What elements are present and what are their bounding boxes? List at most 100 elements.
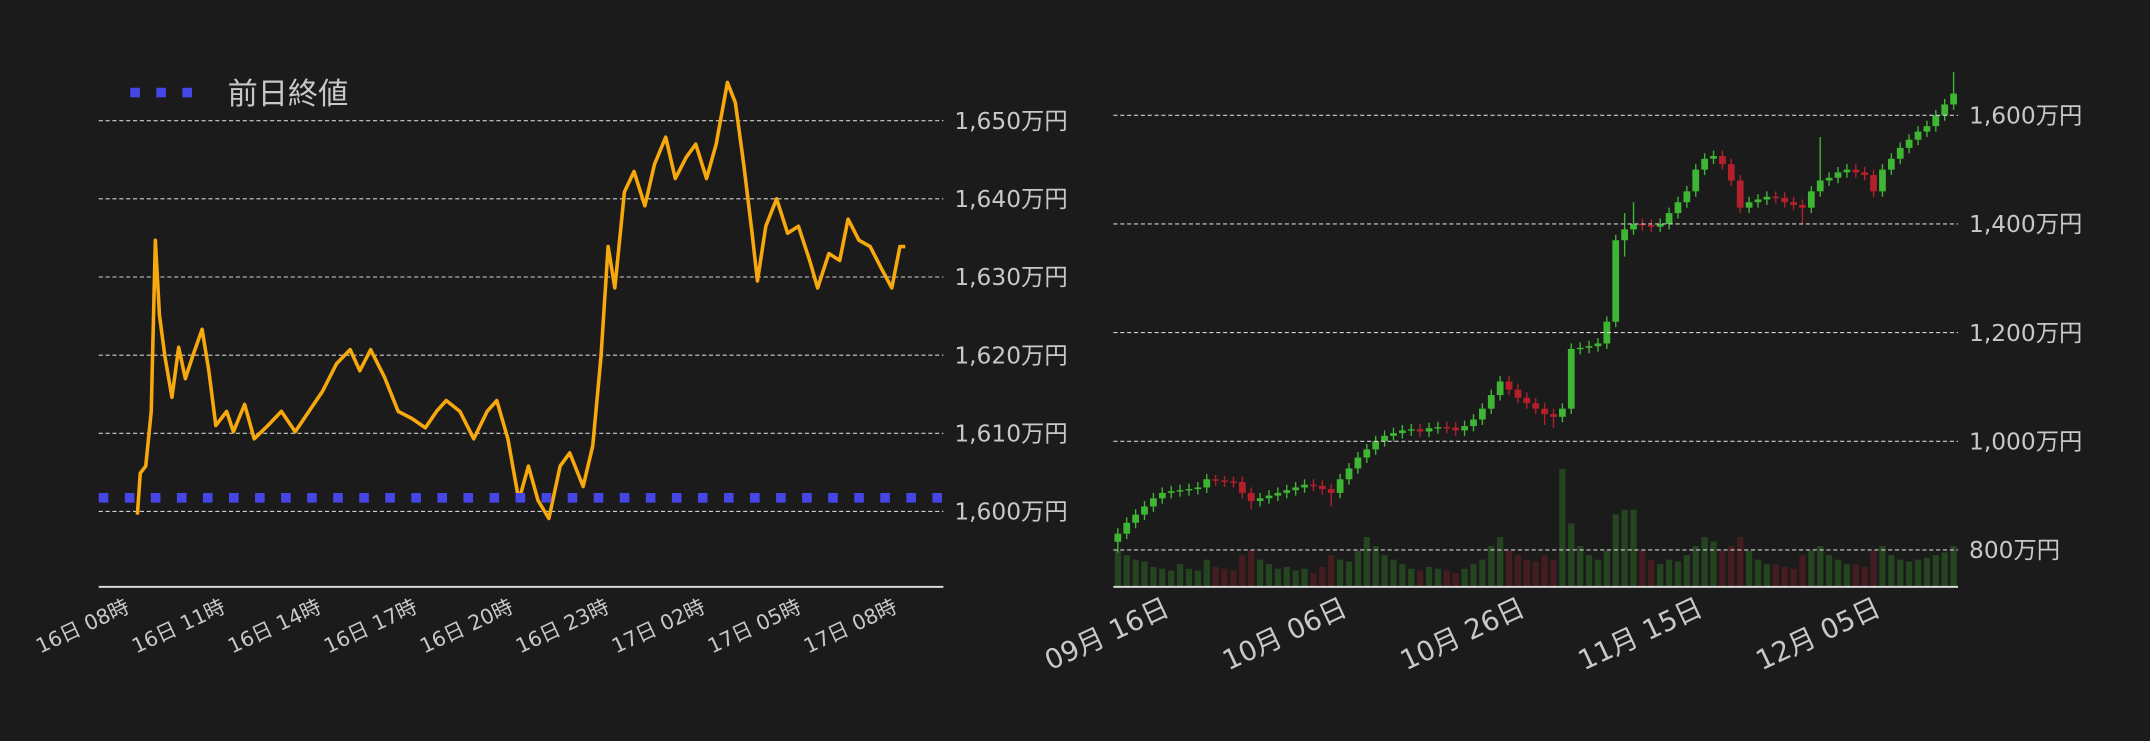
volume-bar (1141, 561, 1148, 587)
candle-body (1719, 156, 1726, 165)
volume-bar (1577, 546, 1584, 587)
y-tick-label: 1,650万円 (954, 108, 1067, 135)
candle-body (1790, 202, 1797, 205)
volume-bar (1710, 541, 1717, 587)
y-tick-label: 1,610万円 (954, 421, 1067, 448)
volume-bar (1550, 559, 1557, 587)
candle-body (1772, 196, 1780, 199)
candle-body (1914, 131, 1922, 140)
volume-bar (1950, 546, 1957, 587)
candle-body (1870, 175, 1877, 192)
volume-bar (1452, 573, 1459, 587)
candle-body (1754, 199, 1762, 203)
volume-bar (1648, 559, 1655, 587)
x-tick-label: 09月 16日 (1040, 593, 1174, 677)
y-tick-label: 1,640万円 (954, 186, 1067, 213)
candle-body (1692, 169, 1700, 192)
candle-body (1612, 240, 1620, 322)
candle-body (1825, 177, 1833, 181)
candle-body (1656, 223, 1664, 227)
candle-body (1736, 180, 1744, 208)
x-tick-label: 16日 11時 (128, 594, 229, 658)
volume-bar (1692, 546, 1699, 587)
candle-body (1950, 93, 1957, 105)
volume-bar (1514, 555, 1522, 587)
candle-body (1167, 491, 1175, 493)
volume-bar (1523, 559, 1530, 587)
volume-bar (1176, 564, 1184, 587)
candle-body (1834, 172, 1842, 178)
candle-body (1487, 395, 1495, 409)
volume-bar (1941, 552, 1948, 587)
candle-body (1381, 435, 1388, 442)
volume-bar (1505, 550, 1513, 587)
candle-body (1665, 213, 1673, 224)
volume-bar (1417, 570, 1424, 587)
candle-body (1710, 156, 1717, 159)
legend-label: 前日終値 (228, 77, 349, 112)
candle-body (1141, 506, 1148, 515)
y-tick-label: 800万円 (1969, 537, 2060, 564)
volume-bar (1559, 468, 1566, 587)
candle-body (1781, 197, 1789, 203)
volume-bar (1772, 564, 1779, 587)
candle-body (1292, 487, 1300, 491)
volume-bar (1399, 564, 1406, 587)
volume-bar (1301, 568, 1308, 587)
candle-body (1265, 495, 1273, 499)
volume-bar (1221, 568, 1228, 587)
volume-bar (1497, 536, 1504, 587)
candle-body (1745, 202, 1753, 208)
x-tick-label: 17日 05時 (704, 594, 805, 658)
volume-bar (1808, 550, 1815, 587)
volume-bar (1603, 550, 1610, 587)
x-tick-label: 17日 02時 (608, 594, 709, 658)
volume-bar (1434, 568, 1442, 587)
volume-bar (1488, 546, 1495, 587)
legend-marker (182, 87, 192, 98)
candle-body (1345, 468, 1353, 480)
candle-body (1505, 381, 1513, 390)
candle-body (1301, 484, 1308, 488)
x-tick-label: 16日 08時 (32, 594, 133, 658)
volume-bar (1319, 566, 1326, 587)
candle-body (1398, 430, 1406, 434)
volume-bar (1390, 559, 1397, 587)
x-tick-label: 10月 26日 (1396, 593, 1530, 677)
volume-bar (1168, 570, 1175, 587)
volume-bar (1683, 555, 1690, 587)
volume-bar (1897, 559, 1904, 587)
volume-bar (1932, 555, 1939, 587)
volume-bar (1292, 570, 1299, 587)
candle-body (1247, 492, 1255, 502)
volume-bar (1461, 568, 1468, 587)
candle-body (1567, 348, 1575, 409)
candle-body (1221, 480, 1228, 482)
candle-body (1327, 489, 1335, 493)
volume-bar (1826, 555, 1833, 587)
candle-body (1212, 479, 1220, 481)
volume-bar (1283, 566, 1290, 587)
volume-bar (1665, 559, 1673, 587)
candle-body (1843, 169, 1851, 173)
candle-body (1639, 223, 1646, 226)
candle-body (1861, 172, 1869, 176)
volume-bar (1639, 550, 1646, 587)
candle-body (1407, 429, 1415, 431)
volume-bar (1239, 555, 1246, 587)
volume-bar (1354, 550, 1362, 587)
volume-bar (1745, 550, 1753, 587)
candle-body (1807, 191, 1815, 208)
volume-bar (1203, 559, 1210, 587)
x-tick-label: 10月 06日 (1218, 593, 1352, 677)
volume-bar (1123, 555, 1130, 587)
candle-body (1896, 147, 1904, 159)
candle-body (1799, 204, 1806, 208)
candle-body (1621, 229, 1629, 241)
volume-bar (1861, 566, 1868, 587)
y-tick-label: 1,630万円 (954, 264, 1067, 291)
volume-bar (1870, 550, 1877, 587)
candle-body (1123, 522, 1131, 534)
volume-bar (1906, 561, 1913, 587)
